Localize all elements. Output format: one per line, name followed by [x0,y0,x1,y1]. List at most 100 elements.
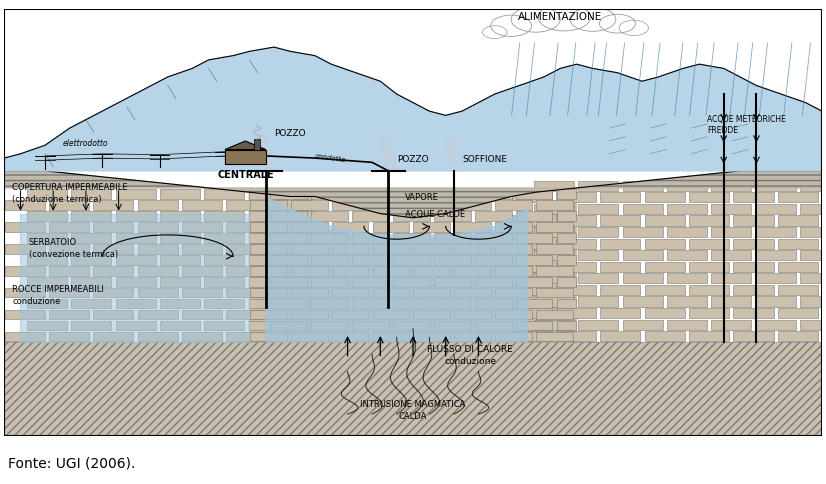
FancyBboxPatch shape [536,288,573,298]
Text: ACQUE CALDE: ACQUE CALDE [405,210,465,219]
FancyBboxPatch shape [293,256,315,265]
FancyBboxPatch shape [182,288,222,298]
Text: POZZO: POZZO [274,129,306,137]
FancyBboxPatch shape [204,190,244,199]
FancyBboxPatch shape [536,223,573,232]
Text: ACQUE METEORICHE
FREDDE: ACQUE METEORICHE FREDDE [707,115,786,135]
FancyBboxPatch shape [475,321,511,331]
FancyBboxPatch shape [601,216,640,226]
FancyBboxPatch shape [331,310,368,320]
Text: VAPORE: VAPORE [405,193,439,201]
FancyBboxPatch shape [536,266,573,276]
FancyBboxPatch shape [557,233,577,243]
FancyBboxPatch shape [756,204,795,214]
FancyBboxPatch shape [93,332,133,342]
FancyBboxPatch shape [271,201,311,210]
FancyBboxPatch shape [556,216,596,226]
FancyBboxPatch shape [160,321,200,331]
FancyBboxPatch shape [434,277,471,287]
FancyBboxPatch shape [4,288,45,298]
FancyBboxPatch shape [331,244,368,254]
FancyBboxPatch shape [475,233,511,243]
FancyBboxPatch shape [182,223,222,232]
FancyBboxPatch shape [756,274,795,284]
FancyBboxPatch shape [711,204,752,214]
FancyBboxPatch shape [249,190,289,199]
FancyBboxPatch shape [352,233,389,243]
FancyBboxPatch shape [249,299,289,309]
FancyBboxPatch shape [601,262,640,272]
FancyBboxPatch shape [556,285,596,295]
FancyBboxPatch shape [270,277,307,287]
FancyBboxPatch shape [667,297,707,307]
FancyBboxPatch shape [249,244,287,254]
FancyBboxPatch shape [393,277,430,287]
FancyBboxPatch shape [226,244,267,254]
FancyBboxPatch shape [270,299,307,309]
FancyBboxPatch shape [71,212,112,221]
FancyBboxPatch shape [756,181,795,191]
FancyBboxPatch shape [515,299,553,309]
FancyBboxPatch shape [226,332,267,342]
FancyBboxPatch shape [249,223,287,232]
FancyBboxPatch shape [226,201,267,210]
Circle shape [570,8,616,32]
FancyBboxPatch shape [800,274,822,284]
FancyBboxPatch shape [71,233,112,243]
FancyBboxPatch shape [536,332,573,342]
FancyBboxPatch shape [352,212,389,221]
FancyBboxPatch shape [689,239,729,249]
FancyBboxPatch shape [623,274,662,284]
FancyBboxPatch shape [26,299,67,309]
FancyBboxPatch shape [778,308,818,318]
FancyBboxPatch shape [93,201,133,210]
FancyBboxPatch shape [800,320,822,330]
FancyBboxPatch shape [515,256,553,265]
Text: FLUSSO DI CALORE
conduzione: FLUSSO DI CALORE conduzione [427,344,513,365]
FancyBboxPatch shape [645,193,685,203]
Text: COPERTURA IMPERMEABILE
(conduzione termica): COPERTURA IMPERMEABILE (conduzione termi… [12,182,128,203]
FancyBboxPatch shape [534,181,574,191]
FancyBboxPatch shape [311,299,348,309]
FancyBboxPatch shape [475,212,511,221]
FancyBboxPatch shape [71,277,112,287]
FancyBboxPatch shape [4,310,45,320]
FancyBboxPatch shape [93,244,133,254]
Text: ROCCE IMPERMEABILI
conduzione: ROCCE IMPERMEABILI conduzione [12,285,104,305]
FancyBboxPatch shape [711,320,752,330]
FancyBboxPatch shape [271,332,311,342]
FancyBboxPatch shape [26,212,67,221]
FancyBboxPatch shape [373,244,410,254]
Circle shape [491,16,532,37]
FancyBboxPatch shape [434,190,471,199]
FancyBboxPatch shape [557,190,577,199]
FancyBboxPatch shape [778,193,818,203]
FancyBboxPatch shape [645,308,685,318]
FancyBboxPatch shape [373,201,410,210]
Text: CENTRALE: CENTRALE [217,169,273,180]
FancyBboxPatch shape [623,297,662,307]
FancyBboxPatch shape [393,321,430,331]
FancyBboxPatch shape [515,212,553,221]
FancyBboxPatch shape [557,212,577,221]
FancyBboxPatch shape [293,277,315,287]
FancyBboxPatch shape [454,332,491,342]
FancyBboxPatch shape [667,204,707,214]
FancyBboxPatch shape [557,256,577,265]
FancyBboxPatch shape [434,233,471,243]
FancyBboxPatch shape [271,266,311,276]
FancyBboxPatch shape [373,223,410,232]
FancyBboxPatch shape [4,201,45,210]
FancyBboxPatch shape [311,277,348,287]
Circle shape [538,4,591,32]
Text: condotta: condotta [315,153,347,163]
FancyBboxPatch shape [578,297,618,307]
FancyBboxPatch shape [667,227,707,238]
FancyBboxPatch shape [515,190,553,199]
FancyBboxPatch shape [778,285,818,295]
FancyBboxPatch shape [556,239,596,249]
Bar [4,342,822,436]
FancyBboxPatch shape [226,288,267,298]
FancyBboxPatch shape [271,223,311,232]
FancyBboxPatch shape [475,277,511,287]
